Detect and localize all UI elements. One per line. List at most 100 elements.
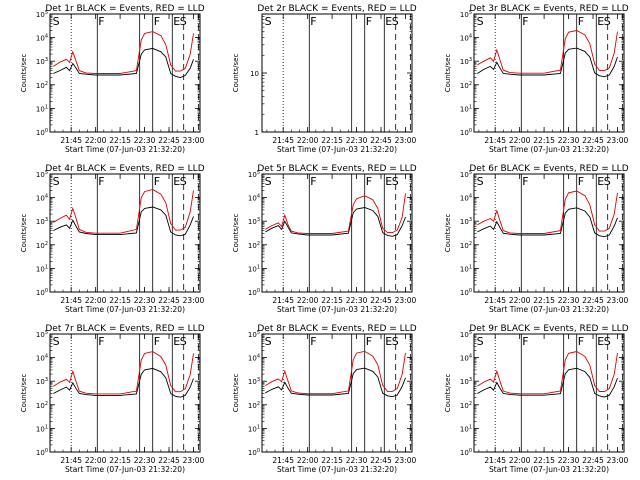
x-tick-label: 22:45 [582,296,604,305]
event-marker-label: S [477,15,484,28]
series-line-lld [477,190,618,234]
x-tick-label: 23:00 [183,456,205,465]
y-tick-label: 100 [36,128,48,137]
series-line-lld [265,193,406,234]
y-tick-label: 103 [460,217,472,226]
panel-det-9: Det 9r BLACK = Events, RED = LLD 100 101 10… [444,324,629,474]
y-tick-label: 100 [460,288,472,297]
plot-frame [49,333,201,453]
x-tick-label: 22:45 [370,136,392,145]
y-tick-label: 104 [460,194,472,203]
event-marker-label: S [53,15,60,28]
y-tick-label: 105 [460,170,472,179]
panel-title: Det 3r BLACK = Events, RED = LLD [469,4,628,14]
event-marker-label: S [265,15,272,28]
y-tick-label: 102 [248,401,260,410]
y-axis-label: Counts/sec [232,214,240,253]
event-marker-label: E [385,175,392,188]
x-tick-label: 21:45 [60,136,82,145]
x-tick-label: 22:30 [134,136,156,145]
x-tick-label: 22:45 [582,136,604,145]
x-tick-label: 22:15 [533,456,555,465]
event-marker-label: S [604,175,611,188]
series-line-lld [53,189,194,234]
series-line-lld [53,351,194,395]
x-tick-label: 22:00 [85,456,107,465]
x-tick-label: 22:45 [370,296,392,305]
event-marker-label: S [53,175,60,188]
x-tick-label: 23:00 [607,296,629,305]
event-marker-label: S [392,15,399,28]
x-tick-label: 22:45 [582,456,604,465]
panel-det-3: Det 3r BLACK = Events, RED = LLD 100 101 10… [444,4,629,154]
y-tick-label: 101 [248,264,260,273]
event-marker-label: S [265,335,272,348]
x-tick-label: 22:30 [346,456,368,465]
plot-frame [49,13,201,133]
event-marker-label: F [154,335,160,348]
plot-frame [473,13,625,133]
x-tick-label: 21:45 [484,136,506,145]
y-tick-label: 100 [36,288,48,297]
panel-det-4: Det 4r BLACK = Events, RED = LLD 100 101 10… [20,164,205,314]
y-tick-label: 104 [248,354,260,363]
y-tick-label: 103 [460,57,472,66]
y-tick-label: 100 [248,448,260,457]
y-tick-label: 103 [36,377,48,386]
x-axis-label: Start Time (07-Jun-03 21:32:20) [65,305,185,314]
event-marker-label: F [366,175,372,188]
x-tick-label: 23:00 [395,136,417,145]
x-axis-label: Start Time (07-Jun-03 21:32:20) [65,145,185,154]
y-tick-label: 105 [460,330,472,339]
event-marker-label: S [180,175,187,188]
plot-frame [473,173,625,293]
y-tick-label: 101 [36,264,48,273]
event-marker-label: S [604,15,611,28]
series-line-events [477,207,618,238]
x-tick-label: 21:45 [484,456,506,465]
event-marker-label: E [385,335,392,348]
event-marker-label: S [180,15,187,28]
event-marker-label: F [578,335,584,348]
x-axis-label: Start Time (07-Jun-03 21:32:20) [489,465,609,474]
y-tick-label: 100 [36,448,48,457]
panel-title: Det 7r BLACK = Events, RED = LLD [45,324,204,334]
series-line-events [265,367,406,398]
event-marker-label: S [477,175,484,188]
y-tick-label: 105 [36,10,48,19]
panel-det-6: Det 6r BLACK = Events, RED = LLD 100 101 10… [444,164,629,314]
x-tick-label: 21:45 [60,456,82,465]
y-axis-label: Counts/sec [232,374,240,413]
x-tick-label: 22:30 [558,296,580,305]
event-marker-label: F [522,175,528,188]
panel-det-8: Det 8r BLACK = Events, RED = LLD 100 101 10… [232,324,417,474]
y-tick-label: 104 [36,34,48,43]
event-marker-label: S [265,175,272,188]
event-marker-label: F [522,15,528,28]
y-tick-label: 102 [36,241,48,250]
y-tick-label: 104 [36,354,48,363]
panel-det-2: Det 2r BLACK = Events, RED = LLD 1 10 Count… [232,4,417,154]
x-tick-label: 22:15 [533,136,555,145]
y-tick-label: 101 [36,424,48,433]
y-tick-label: 103 [460,377,472,386]
event-marker-label: E [385,15,392,28]
event-marker-label: E [173,15,180,28]
event-marker-label: E [597,175,604,188]
x-axis-label: Start Time (07-Jun-03 21:32:20) [489,145,609,154]
series-line-lld [477,351,618,395]
x-tick-label: 22:15 [321,296,343,305]
x-tick-label: 23:00 [607,136,629,145]
y-tick-label: 105 [248,330,260,339]
y-tick-label: 104 [36,194,48,203]
x-tick-label: 23:00 [395,296,417,305]
event-marker-label: S [180,335,187,348]
y-tick-label: 101 [460,264,472,273]
x-tick-label: 22:00 [85,296,107,305]
y-axis-label: Counts/sec [444,54,452,93]
plot-frame [261,333,413,453]
event-marker-label: S [604,335,611,348]
panel-title: Det 8r BLACK = Events, RED = LLD [257,324,416,334]
event-marker-label: F [154,175,160,188]
